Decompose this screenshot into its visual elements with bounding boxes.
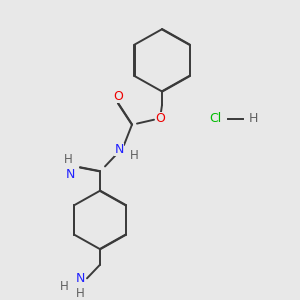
Text: H: H	[60, 280, 68, 292]
Text: N: N	[65, 168, 75, 181]
Text: H: H	[64, 153, 72, 166]
Text: O: O	[155, 112, 165, 125]
Text: H: H	[130, 149, 138, 162]
Text: N: N	[114, 143, 124, 156]
Text: O: O	[113, 90, 123, 103]
Text: N: N	[75, 272, 85, 285]
Text: Cl: Cl	[209, 112, 221, 125]
Text: H: H	[76, 287, 84, 300]
Text: H: H	[248, 112, 258, 125]
